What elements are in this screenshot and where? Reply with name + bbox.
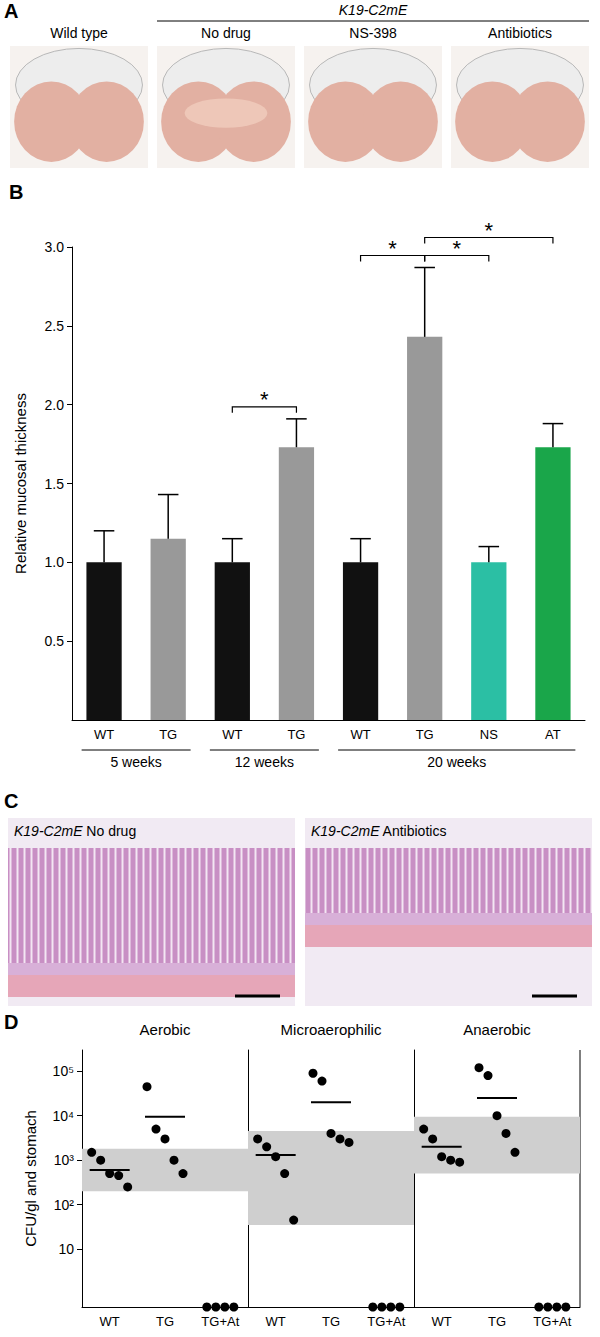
svg-text:2.5: 2.5 <box>45 318 65 334</box>
svg-text:20 weeks: 20 weeks <box>427 754 486 770</box>
svg-text:TG: TG <box>488 1314 506 1329</box>
svg-text:D: D <box>4 1011 18 1033</box>
svg-text:AT: AT <box>545 727 561 742</box>
svg-text:2.0: 2.0 <box>45 397 65 413</box>
svg-text:3.0: 3.0 <box>45 239 65 255</box>
svg-text:K19-C2mE Antibiotics: K19-C2mE Antibiotics <box>311 823 446 839</box>
svg-text:10: 10 <box>58 1241 74 1257</box>
svg-text:K19-C2mE No drug: K19-C2mE No drug <box>14 823 136 839</box>
svg-text:WT: WT <box>100 1314 120 1329</box>
svg-text:WT: WT <box>222 727 242 742</box>
svg-text:*: * <box>388 236 397 261</box>
svg-text:WT: WT <box>266 1314 286 1329</box>
svg-text:Antibiotics: Antibiotics <box>488 25 552 41</box>
svg-text:TG: TG <box>416 727 434 742</box>
svg-text:No drug: No drug <box>201 25 251 41</box>
svg-text:10³: 10³ <box>54 1152 75 1168</box>
svg-text:Relative mucosal thickness: Relative mucosal thickness <box>12 393 29 574</box>
svg-text:TG+At: TG+At <box>201 1314 239 1329</box>
svg-text:B: B <box>9 181 23 203</box>
svg-text:Aerobic: Aerobic <box>140 1021 191 1038</box>
svg-text:12 weeks: 12 weeks <box>235 754 294 770</box>
svg-text:10²: 10² <box>54 1197 75 1213</box>
svg-text:WT: WT <box>432 1314 452 1329</box>
svg-text:Anaerobic: Anaerobic <box>463 1021 531 1038</box>
svg-text:A: A <box>4 0 18 22</box>
svg-text:TG: TG <box>287 727 305 742</box>
svg-text:Wild type: Wild type <box>50 25 108 41</box>
svg-text:1.5: 1.5 <box>45 476 65 492</box>
svg-text:10⁴: 10⁴ <box>52 1108 74 1124</box>
svg-text:0.5: 0.5 <box>45 633 65 649</box>
svg-text:TG: TG <box>159 727 177 742</box>
svg-text:*: * <box>485 218 494 243</box>
svg-text:TG: TG <box>156 1314 174 1329</box>
svg-text:C: C <box>4 790 18 812</box>
svg-text:*: * <box>260 387 269 412</box>
svg-text:*: * <box>452 236 461 261</box>
svg-text:Microaerophilic: Microaerophilic <box>281 1021 382 1038</box>
svg-text:WT: WT <box>94 727 114 742</box>
svg-text:NS-398: NS-398 <box>349 25 397 41</box>
svg-text:10⁵: 10⁵ <box>53 1063 74 1079</box>
svg-text:CFU/gl and stomach: CFU/gl and stomach <box>22 1110 39 1247</box>
svg-text:WT: WT <box>350 727 370 742</box>
svg-text:NS: NS <box>480 727 498 742</box>
svg-text:TG: TG <box>322 1314 340 1329</box>
svg-text:K19-C2mE: K19-C2mE <box>339 2 408 18</box>
svg-text:1.0: 1.0 <box>45 554 65 570</box>
svg-text:TG+At: TG+At <box>533 1314 571 1329</box>
svg-text:5 weeks: 5 weeks <box>110 754 161 770</box>
svg-text:TG+At: TG+At <box>367 1314 405 1329</box>
